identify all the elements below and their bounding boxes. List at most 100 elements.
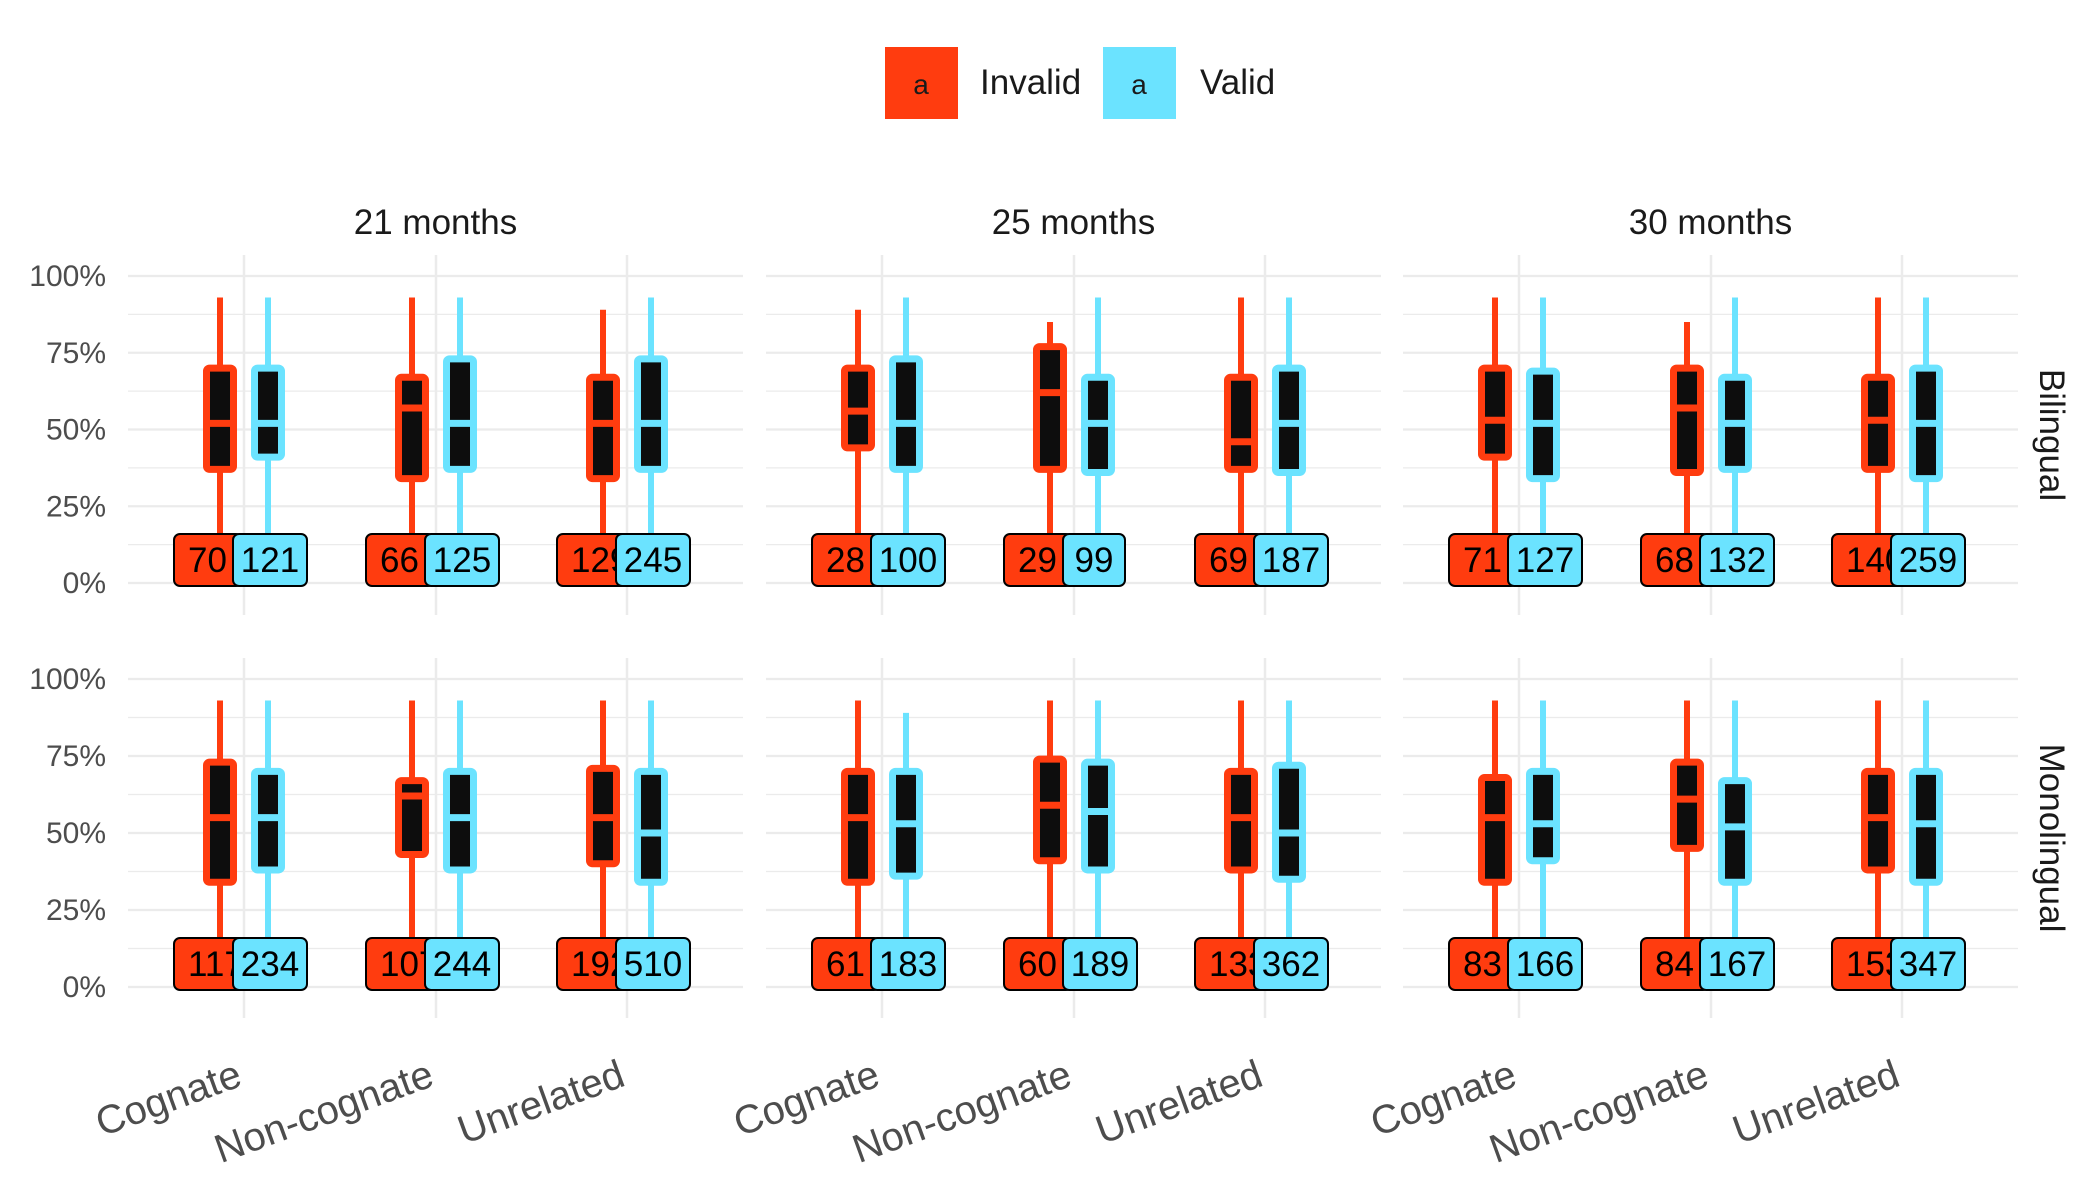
- box-valid-cognate: [1526, 767, 1560, 865]
- x-tick-label-non-cognate: Non-cognate: [847, 1052, 1077, 1172]
- box-invalid-unrelated: [1224, 373, 1258, 473]
- count-label-valid: 362: [1262, 945, 1320, 984]
- x-tick-label-unrelated: Unrelated: [1727, 1052, 1905, 1153]
- count-label-box-valid: [1253, 937, 1329, 991]
- count-label-invalid: 83: [1463, 945, 1502, 984]
- count-label-invalid: 28: [826, 541, 865, 580]
- box-invalid-cognate: [203, 364, 237, 473]
- count-label-invalid: 66: [380, 541, 419, 580]
- count-label-box-valid: [1062, 937, 1138, 991]
- count-label-valid: 234: [241, 945, 299, 984]
- count-label-box-valid: [1507, 937, 1583, 991]
- count-label-valid: 183: [879, 945, 937, 984]
- box-invalid-non-cognate: [1033, 755, 1067, 865]
- count-label-valid: 347: [1899, 945, 1957, 984]
- count-label-valid: 166: [1516, 945, 1574, 984]
- count-label-valid: 99: [1075, 541, 1114, 580]
- y-tick-label: 75%: [46, 337, 106, 370]
- count-label-invalid: 69: [1209, 541, 1248, 580]
- legend-key-invalid: [885, 47, 958, 119]
- count-label-valid: 189: [1071, 945, 1129, 984]
- count-label-invalid: 61: [826, 945, 865, 984]
- box-valid-unrelated: [634, 767, 668, 886]
- count-label-invalid: 71: [1463, 541, 1502, 580]
- box-valid-cognate: [251, 364, 285, 461]
- count-label-box-valid: [615, 533, 691, 587]
- count-label-valid: 132: [1708, 541, 1766, 580]
- count-label-valid: 125: [433, 541, 491, 580]
- count-label-valid: 100: [879, 541, 937, 580]
- box-valid-non-cognate: [1718, 777, 1752, 886]
- x-tick-label-non-cognate: Non-cognate: [209, 1052, 439, 1172]
- count-label-box-valid: [424, 937, 500, 991]
- y-tick-label: 25%: [46, 894, 106, 927]
- y-tick-label: 0%: [63, 567, 106, 600]
- count-label-valid: 167: [1708, 945, 1766, 984]
- strip-label-30-months: 30 months: [1629, 203, 1792, 242]
- count-label-box-valid: [1890, 533, 1966, 587]
- box-valid-cognate: [889, 355, 923, 473]
- x-tick-label-unrelated: Unrelated: [1090, 1052, 1268, 1153]
- y-tick-label: 50%: [46, 414, 106, 447]
- count-label-box-valid: [424, 533, 500, 587]
- box-valid-non-cognate: [443, 355, 477, 473]
- y-tick-label: 100%: [29, 260, 106, 293]
- count-label-valid: 127: [1516, 541, 1574, 580]
- legend: a Invalid a Valid: [885, 47, 1275, 119]
- y-tick-label: 0%: [63, 971, 106, 1004]
- panel-bilingual-25-months: 28 100 29 99 69 187: [766, 255, 1381, 615]
- count-label-invalid: 84: [1655, 945, 1694, 984]
- strip-label-monolingual: Monolingual: [2032, 744, 2071, 933]
- box-valid-non-cognate: [1081, 758, 1115, 874]
- strip-label-21-months: 21 months: [354, 203, 517, 242]
- count-label-valid: 121: [241, 541, 299, 580]
- box-invalid-cognate: [203, 758, 237, 886]
- count-label-box-valid: [1062, 533, 1126, 587]
- box-invalid-non-cognate: [1670, 758, 1704, 852]
- y-tick-label: 25%: [46, 490, 106, 523]
- box-invalid-unrelated: [586, 373, 620, 483]
- box-invalid-non-cognate: [395, 373, 429, 483]
- strip-label-bilingual: Bilingual: [2032, 369, 2071, 501]
- legend-key-valid: [1103, 47, 1176, 119]
- count-label-valid: 259: [1899, 541, 1957, 580]
- count-label-box-valid: [615, 937, 691, 991]
- count-label-box-valid: [232, 937, 308, 991]
- count-label-valid: 510: [624, 945, 682, 984]
- legend-key-glyph-invalid: a: [913, 69, 929, 100]
- legend-label-valid: Valid: [1200, 63, 1275, 102]
- box-invalid-cognate: [1478, 774, 1512, 886]
- count-label-box-valid: [870, 533, 946, 587]
- box-invalid-cognate: [841, 767, 875, 886]
- count-label-valid: 187: [1262, 541, 1320, 580]
- box-invalid-non-cognate: [1033, 343, 1067, 473]
- box-invalid-cognate: [1478, 364, 1512, 461]
- count-label-box-valid: [1699, 937, 1775, 991]
- box-invalid-non-cognate: [395, 777, 429, 859]
- count-label-invalid: 68: [1655, 541, 1694, 580]
- box-invalid-non-cognate: [1670, 364, 1704, 476]
- count-label-invalid: 60: [1018, 945, 1057, 984]
- count-label-box-valid: [1699, 533, 1775, 587]
- x-tick-label-unrelated: Unrelated: [452, 1052, 630, 1153]
- count-label-box-valid: [232, 533, 308, 587]
- strip-label-25-months: 25 months: [992, 203, 1155, 242]
- count-label-box-valid: [1890, 937, 1966, 991]
- count-label-invalid: 70: [188, 541, 227, 580]
- x-tick-label-non-cognate: Non-cognate: [1484, 1052, 1714, 1172]
- y-tick-label: 75%: [46, 740, 106, 773]
- box-valid-unrelated: [1272, 761, 1306, 883]
- y-tick-label: 100%: [29, 663, 106, 696]
- count-label-valid: 244: [433, 945, 491, 984]
- count-label-invalid: 29: [1018, 541, 1057, 580]
- legend-label-invalid: Invalid: [980, 63, 1081, 102]
- count-label-valid: 245: [624, 541, 682, 580]
- facet-panels: 21 months 25 months 30 months Bilingual Mono…: [29, 203, 2071, 1172]
- y-tick-label: 50%: [46, 817, 106, 850]
